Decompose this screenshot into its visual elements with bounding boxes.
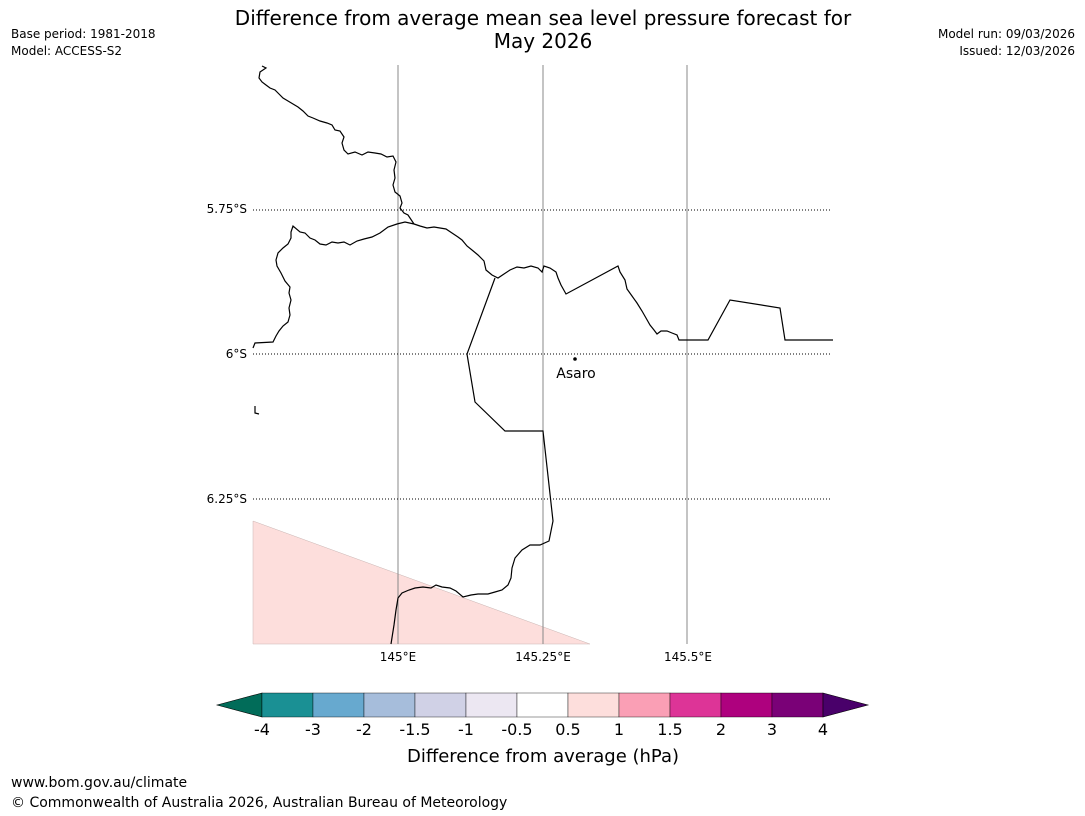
asaro-label: Asaro xyxy=(556,366,595,382)
shaded-region xyxy=(252,520,591,645)
lat-label-6-25: 6.25°S xyxy=(207,492,247,506)
colorbar-tick-label: -1 xyxy=(458,720,474,739)
colorbar-segment xyxy=(465,692,518,718)
asaro-marker xyxy=(573,357,577,361)
meta-right: Model run: 09/03/2026 Issued: 12/03/2026 xyxy=(938,26,1075,60)
colorbar-tick-label: 1 xyxy=(614,720,624,739)
colorbar-tick-label: -4 xyxy=(254,720,270,739)
boundary-province-inner xyxy=(390,277,554,645)
chart-title: Difference from average mean sea level p… xyxy=(200,7,886,53)
colorbar-segment xyxy=(771,692,824,718)
colorbar-tick-label: -0.5 xyxy=(501,720,532,739)
colorbar-ticks: -4 -3 -2 -1.5 -1 -0.5 0.5 1 1.5 2 3 4 xyxy=(254,720,828,739)
colorbar-tick-label: 4 xyxy=(818,720,828,739)
title-line-1: Difference from average mean sea level p… xyxy=(234,6,852,30)
colorbar-segment xyxy=(414,692,467,718)
colorbar-extend-low xyxy=(215,692,263,718)
lat-label-6: 6°S xyxy=(226,347,247,361)
boundary-north-west xyxy=(258,65,415,225)
model-text: Model: ACCESS-S2 xyxy=(11,44,123,58)
colorbar-segment xyxy=(669,692,722,718)
colorbar-segment xyxy=(618,692,671,718)
colorbar-segment xyxy=(312,692,365,718)
colorbar-tick-label: 3 xyxy=(767,720,777,739)
colorbar-segment xyxy=(363,692,416,718)
colorbar-segment xyxy=(261,692,314,718)
colorbar-tick-label: 1.5 xyxy=(657,720,682,739)
title-line-2: May 2026 xyxy=(493,29,593,53)
colorbar-segment xyxy=(516,692,569,718)
colorbar-extend-high xyxy=(822,692,870,718)
colorbar-tick-label: -3 xyxy=(305,720,321,739)
base-period-text: Base period: 1981-2018 xyxy=(11,27,156,41)
colorbar-segment xyxy=(720,692,773,718)
colorbar-label: Difference from average (hPa) xyxy=(407,746,679,767)
lon-label-145-5: 145.5°E xyxy=(664,650,712,664)
colorbar-tick-label: -2 xyxy=(356,720,372,739)
boundary-fragment xyxy=(254,406,260,415)
lat-label-5-75: 5.75°S xyxy=(207,202,247,216)
footer-url: www.bom.gov.au/climate xyxy=(11,775,188,791)
colorbar-tick-label: 2 xyxy=(716,720,726,739)
colorbar-tick-label: -1.5 xyxy=(399,720,430,739)
boundary-north-central xyxy=(252,221,415,349)
boundary-east-coast xyxy=(413,223,833,341)
colorbar-segment xyxy=(567,692,620,718)
issued-text: Issued: 12/03/2026 xyxy=(959,44,1075,58)
lon-label-145: 145°E xyxy=(380,650,417,664)
colorbar xyxy=(215,692,870,718)
colorbar-tick-label: 0.5 xyxy=(555,720,580,739)
lon-label-145-25: 145.25°E xyxy=(515,650,571,664)
footer-copyright: © Commonwealth of Australia 2026, Austra… xyxy=(11,795,508,811)
model-run-text: Model run: 09/03/2026 xyxy=(937,27,1075,41)
meta-left: Base period: 1981-2018 Model: ACCESS-S2 xyxy=(11,26,156,60)
